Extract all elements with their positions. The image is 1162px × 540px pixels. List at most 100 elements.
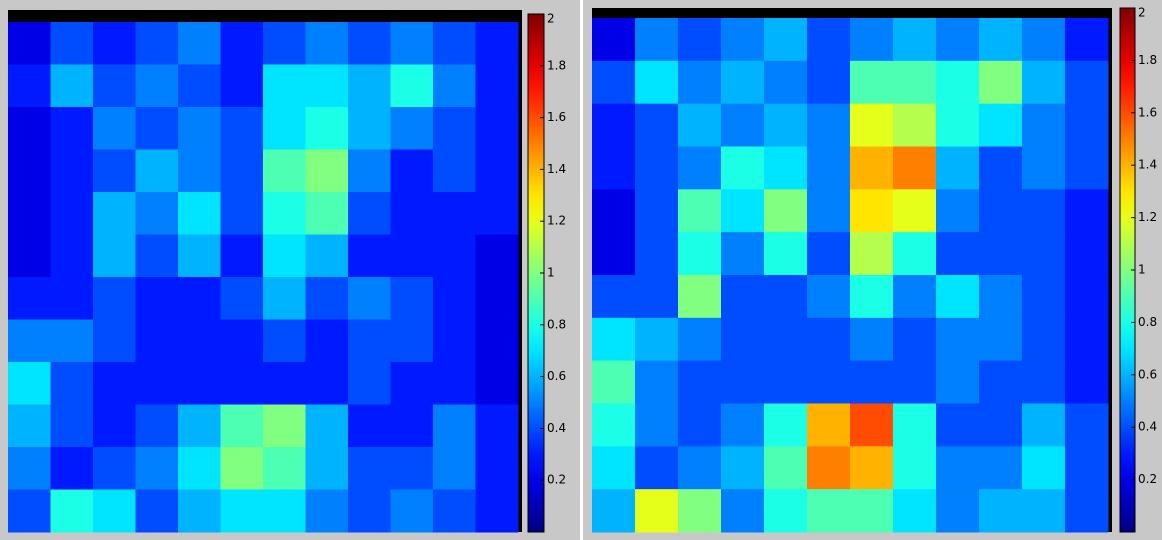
heat-cell: [93, 447, 136, 490]
heat-cell: [1065, 317, 1109, 362]
heat-cell: [348, 64, 391, 108]
colorbar-tick-label: 1.6: [547, 110, 566, 124]
heat-cell: [390, 319, 434, 363]
heat-cell: [678, 446, 722, 490]
heat-cell: [936, 189, 980, 233]
heat-cell: [93, 362, 136, 405]
heat-cell: [635, 489, 679, 533]
heat-cell: [390, 362, 434, 405]
heat-cell: [678, 360, 722, 404]
heat-cell: [135, 149, 179, 193]
heat-cell: [178, 234, 221, 278]
heat-cell: [893, 103, 937, 147]
heat-cell: [592, 360, 636, 404]
heat-cell: [135, 277, 179, 320]
heat-cell: [1022, 446, 1066, 490]
heat-cell: [305, 22, 349, 65]
heat-cell: [721, 60, 765, 105]
heat-cell: [135, 107, 179, 150]
heat-cell: [263, 489, 306, 533]
heat-cell: [178, 107, 221, 150]
heat-cell: [475, 447, 519, 490]
heat-cell: [979, 489, 1023, 533]
heat-cell: [50, 149, 94, 193]
heat-cell: [721, 275, 765, 319]
heat-cell: [635, 446, 679, 490]
heat-cell: [263, 362, 306, 405]
heat-cell: [8, 362, 51, 405]
heat-cell: [348, 277, 391, 320]
heat-cell: [592, 403, 636, 447]
heat-cell: [764, 446, 808, 490]
heat-cell: [721, 489, 765, 533]
heat-cell: [348, 149, 391, 193]
heat-cell: [348, 192, 391, 235]
heat-cell: [979, 189, 1023, 233]
heat-cell: [475, 22, 519, 65]
heat-cell: [592, 317, 636, 362]
heat-cell: [135, 234, 179, 278]
heat-cell: [305, 149, 349, 193]
heat-cell: [50, 107, 94, 150]
heat-cell: [936, 103, 980, 147]
heat-cell: [390, 192, 434, 235]
heat-cell: [348, 404, 391, 448]
heat-cell: [678, 18, 722, 62]
heat-cell: [348, 489, 391, 533]
heat-cell: [263, 234, 306, 278]
heat-cell: [178, 489, 221, 533]
heat-cell: [390, 447, 434, 490]
heat-cell: [893, 446, 937, 490]
heat-cell: [390, 149, 434, 193]
colorbar-tick-label: 1.2: [1138, 210, 1157, 224]
colorbar-tick-label: 0.8: [1138, 315, 1157, 329]
heat-cell: [635, 360, 679, 404]
heat-cell: [433, 489, 476, 533]
heat-cell: [135, 404, 179, 448]
heat-cell: [807, 317, 851, 362]
heat-cell: [135, 192, 179, 235]
heat-cell: [348, 107, 391, 150]
heat-cell: [433, 107, 476, 150]
heat-cell: [348, 362, 391, 405]
heat-cell: [1065, 446, 1109, 490]
heat-cell: [433, 22, 476, 65]
heat-cell: [979, 18, 1023, 62]
heat-cell: [8, 234, 51, 278]
heat-cell: [475, 64, 519, 108]
heat-cell: [893, 146, 937, 190]
heat-cell: [178, 447, 221, 490]
heat-cell: [807, 403, 851, 447]
heat-cell: [390, 489, 434, 533]
heat-cell: [433, 447, 476, 490]
heat-cell: [475, 319, 519, 363]
heat-cell: [50, 64, 94, 108]
heat-cell: [8, 447, 51, 490]
heat-cell: [220, 447, 264, 490]
colorbar-tick-label: 0.2: [547, 473, 566, 487]
heat-cell: [475, 277, 519, 320]
heat-cell: [305, 64, 349, 108]
heat-cell: [263, 277, 306, 320]
heat-cell: [178, 277, 221, 320]
heat-cell: [475, 489, 519, 533]
heat-cell: [979, 446, 1023, 490]
heat-cell: [936, 360, 980, 404]
heat-cell: [936, 317, 980, 362]
heat-cell: [893, 360, 937, 404]
heat-cell: [807, 18, 851, 62]
heat-cell: [936, 18, 980, 62]
heat-cell: [678, 317, 722, 362]
heat-cell: [635, 146, 679, 190]
heat-cell: [1065, 489, 1109, 533]
heat-cell: [764, 403, 808, 447]
heat-cell: [220, 192, 264, 235]
heat-cell: [635, 317, 679, 362]
heat-cell: [8, 404, 51, 448]
heat-cell: [1022, 60, 1066, 105]
heat-cell: [764, 18, 808, 62]
heat-cell: [93, 107, 136, 150]
heat-cell: [93, 234, 136, 278]
heat-cell: [220, 404, 264, 448]
heat-cell: [721, 360, 765, 404]
